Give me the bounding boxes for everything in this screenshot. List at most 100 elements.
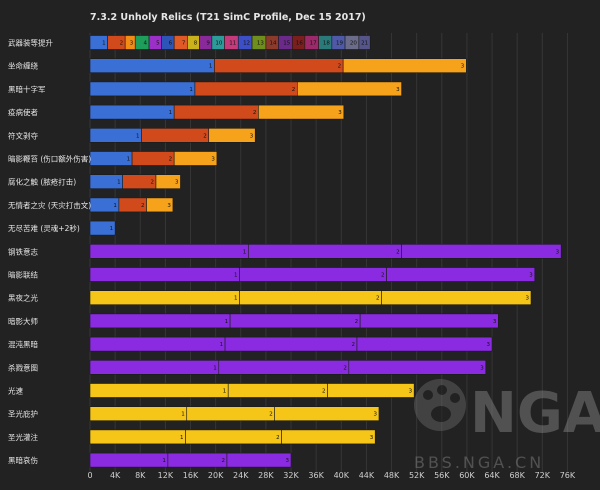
bar-segment-label-1-2: 3	[461, 64, 465, 70]
bar-segment-label-6-0: 1	[117, 180, 121, 186]
x-tick-label-19: 76K	[560, 471, 576, 480]
x-axis-ticks: 0 4K 8K 12K 16K 20K 24K 28K 32K 36K 40K 44K 48K 52K 56…	[87, 471, 575, 480]
bar-segment-label-0-17: 18	[323, 41, 330, 47]
bar-segment-15-1	[227, 383, 328, 398]
bar-segment-label-16-1: 2	[269, 412, 273, 418]
bar-segment-label-17-2: 3	[370, 435, 374, 441]
bar-segment-7-2	[146, 197, 174, 213]
bar-row-0: 1 2 3 4 5 6 7 8 9 10 11 12 13 14 15 16 17 18 19 20 21	[89, 35, 371, 50]
x-tick-label-4: 16K	[183, 471, 199, 480]
bar-segment-label-2-1: 2	[292, 87, 296, 93]
watermark-site-text: BBS.NGA.CN	[414, 453, 544, 472]
bar-segment-label-18-1: 2	[221, 458, 225, 464]
bar-row-4: 1 2 3	[89, 128, 256, 143]
bar-segment-label-14-1: 2	[343, 365, 347, 371]
row-label-0: 武器装等提升	[8, 38, 53, 48]
bar-segment-16-1	[186, 406, 275, 422]
bar-segment-4-1	[141, 128, 210, 143]
bar-segment-label-3-2: 3	[338, 110, 342, 116]
bar-segment-label-16-2: 3	[373, 412, 377, 418]
bar-segment-0-20	[358, 35, 371, 50]
bar-segment-label-15-0: 1	[223, 389, 227, 395]
x-tick-label-15: 60K	[459, 471, 475, 480]
bar-segment-label-12-0: 1	[225, 319, 229, 325]
bar-row-3: 1 2 3	[89, 104, 345, 120]
bar-segment-1-0	[89, 58, 215, 74]
bar-segment-label-16-0: 1	[181, 412, 185, 418]
bar-segment-16-0	[89, 406, 188, 422]
bar-segment-label-5-1: 2	[169, 157, 173, 163]
x-tick-label-5: 20K	[208, 471, 224, 480]
bar-segment-10-2	[386, 267, 536, 282]
bar-segment-12-0	[89, 313, 231, 329]
bar-segment-1-1	[214, 58, 344, 74]
bar-segment-label-3-1: 2	[253, 110, 257, 116]
bar-segment-11-0	[89, 290, 240, 306]
row-label-15: 光速	[8, 386, 23, 396]
bar-segment-11-2	[381, 290, 532, 306]
bar-segment-12-1	[229, 313, 361, 329]
chart-title: 7.3.2 Unholy Relics (T21 SimC Profile, D…	[90, 12, 366, 23]
bar-segment-label-5-0: 1	[127, 157, 131, 163]
row-label-11: 黑夜之光	[8, 293, 38, 303]
bar-segment-label-4-0: 1	[136, 133, 140, 139]
bar-segment-label-0-13: 14	[269, 41, 276, 47]
bar-segment-label-18-0: 1	[162, 458, 166, 464]
x-tick-label-18: 72K	[535, 471, 551, 480]
bar-row-18: 1 2 3	[89, 452, 292, 468]
bar-segment-label-12-1: 2	[355, 319, 359, 325]
bar-segment-17-0	[89, 429, 186, 445]
bar-segment-label-13-2: 3	[487, 342, 491, 348]
bar-segment-label-12-2: 3	[493, 319, 497, 325]
bar-segment-5-2	[173, 151, 218, 166]
bar-segment-label-0-16: 17	[310, 41, 317, 47]
x-tick-label-0: 0	[87, 471, 92, 480]
bar-segment-label-0-6: 7	[182, 41, 186, 47]
bar-segment-2-1	[194, 81, 298, 97]
bar-segment-label-13-0: 1	[220, 342, 224, 348]
bar-segment-label-11-0: 1	[234, 296, 238, 302]
row-label-10: 暗影联结	[8, 270, 38, 280]
bars: 1 2 3 4 5 6 7 8 9 10 11 12 13 14 15 16 17 18 19 20 211 2 31 2 31…	[89, 35, 562, 468]
bar-segment-6-2	[155, 174, 181, 189]
bar-segment-label-0-1: 2	[120, 41, 124, 47]
bar-segment-9-2	[401, 244, 562, 259]
x-tick-label-12: 48K	[384, 471, 400, 480]
bar-segment-8-0	[89, 220, 116, 236]
bar-segment-label-5-2: 3	[211, 157, 215, 163]
bar-segment-label-11-2: 3	[526, 296, 530, 302]
bar-segment-label-0-20: 21	[361, 41, 368, 47]
bar-segment-label-1-1: 2	[338, 64, 342, 70]
row-label-17: 圣光灌注	[8, 432, 38, 442]
row-label-13: 混沌黑暗	[8, 339, 38, 349]
bar-segment-label-15-1: 2	[322, 389, 326, 395]
bar-segment-12-2	[359, 313, 499, 329]
bar-row-14: 1 2 3	[89, 359, 487, 375]
x-tick-label-16: 64K	[484, 471, 500, 480]
bar-row-5: 1 2 3	[89, 151, 218, 166]
bar-segment-label-0-2: 3	[130, 41, 134, 47]
bar-segment-label-0-9: 10	[215, 41, 222, 47]
bar-segment-11-1	[239, 290, 382, 306]
bar-segment-0-6	[173, 35, 188, 50]
bar-segment-17-2	[281, 429, 376, 445]
bar-segment-label-7-1: 2	[141, 203, 145, 209]
x-tick-label-17: 68K	[509, 471, 525, 480]
bar-segment-label-10-1: 2	[381, 273, 385, 279]
row-label-3: 疫病使者	[8, 107, 38, 117]
bar-segment-3-0	[89, 104, 175, 120]
bar-row-6: 1 2 3	[89, 174, 181, 189]
watermark-logo-text: NGA	[470, 381, 600, 446]
bar-row-16: 1 2 3	[89, 406, 380, 422]
bar-segment-label-0-8: 9	[206, 41, 210, 47]
x-tick-label-3: 12K	[158, 471, 174, 480]
row-label-2: 黑暗十字军	[8, 84, 46, 94]
bar-segment-label-0-5: 6	[169, 41, 173, 47]
bar-row-2: 1 2 3	[89, 81, 402, 97]
x-tick-label-13: 52K	[409, 471, 425, 480]
bar-segment-label-4-1: 2	[203, 133, 207, 139]
row-label-16: 圣光庇护	[8, 409, 38, 419]
x-tick-label-9: 36K	[308, 471, 324, 480]
bar-segment-label-11-1: 2	[376, 296, 380, 302]
